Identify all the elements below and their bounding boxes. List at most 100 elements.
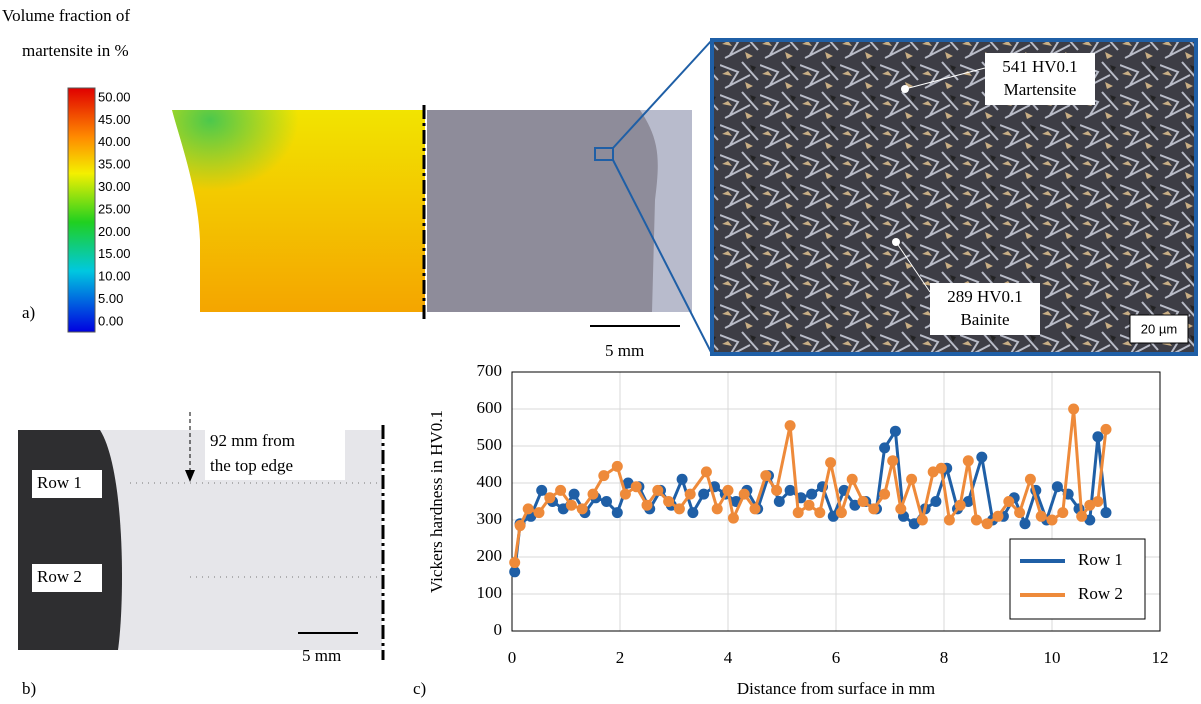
data-point <box>906 474 917 485</box>
data-point <box>879 442 890 453</box>
x-tick-label: 10 <box>1044 648 1061 667</box>
data-point <box>515 520 526 531</box>
colorbar-tick-label: 0.00 <box>98 313 123 328</box>
panel-label: b) <box>22 679 36 698</box>
data-point <box>944 515 955 526</box>
legend-label: Row 1 <box>1078 550 1123 569</box>
data-point <box>936 463 947 474</box>
data-point <box>620 489 631 500</box>
y-axis-label: Vickers hardness in HV0.1 <box>427 410 446 593</box>
data-point <box>1020 518 1031 529</box>
panel-label: a) <box>22 303 35 322</box>
annotation: 289 HV0.1 <box>947 287 1023 306</box>
colorbar-tick-label: 15.00 <box>98 246 131 261</box>
data-point <box>1036 511 1047 522</box>
annotation: Bainite <box>960 310 1009 329</box>
data-point <box>509 557 520 568</box>
data-point <box>1101 507 1112 518</box>
data-point <box>536 485 547 496</box>
data-point <box>1057 507 1068 518</box>
data-point <box>917 515 928 526</box>
data-point <box>836 507 847 518</box>
data-point <box>674 503 685 514</box>
data-point <box>712 503 723 514</box>
colorbar-tick-label: 10.00 <box>98 269 131 284</box>
data-point <box>847 474 858 485</box>
data-point <box>750 503 761 514</box>
x-tick-label: 8 <box>940 648 949 667</box>
simulation-map <box>172 110 425 312</box>
y-tick-label: 500 <box>477 435 503 454</box>
data-point <box>612 507 623 518</box>
row-label: Row 2 <box>37 567 82 586</box>
colorbar-tick-label: 30.00 <box>98 179 131 194</box>
colorbar-tick-label: 45.00 <box>98 112 131 127</box>
y-tick-label: 300 <box>477 509 503 528</box>
data-point <box>1076 511 1087 522</box>
data-point <box>930 496 941 507</box>
scale-label: 20 µm <box>1141 321 1177 336</box>
scale-label: 5 mm <box>302 646 341 665</box>
data-point <box>760 470 771 481</box>
data-point <box>993 511 1004 522</box>
data-point <box>804 500 815 511</box>
x-axis-label: Distance from surface in mm <box>737 679 935 698</box>
y-tick-label: 700 <box>477 361 503 380</box>
data-point <box>1003 496 1014 507</box>
data-point <box>771 485 782 496</box>
data-point <box>677 474 688 485</box>
colorbar-tick-label: 35.00 <box>98 157 131 172</box>
colorbar <box>68 88 95 332</box>
y-tick-label: 200 <box>477 546 503 565</box>
data-point <box>785 485 796 496</box>
scale-label: 5 mm <box>605 341 644 360</box>
y-tick-label: 400 <box>477 472 503 491</box>
data-point <box>577 503 588 514</box>
colorbar-title: Volume fraction of <box>2 6 130 25</box>
data-point <box>1101 424 1112 435</box>
data-point <box>652 485 663 496</box>
data-point <box>1052 481 1063 492</box>
colorbar-title: martensite in % <box>22 41 129 60</box>
data-point <box>879 489 890 500</box>
data-point <box>701 466 712 477</box>
data-point <box>723 485 734 496</box>
data-point <box>868 503 879 514</box>
data-point <box>534 507 545 518</box>
data-point <box>569 489 580 500</box>
colorbar-tick-label: 50.00 <box>98 89 131 104</box>
data-point <box>1014 507 1025 518</box>
y-tick-label: 600 <box>477 398 503 417</box>
data-point <box>890 426 901 437</box>
data-point <box>976 452 987 463</box>
colorbar-tick-label: 20.00 <box>98 224 131 239</box>
data-point <box>793 507 804 518</box>
data-point <box>687 507 698 518</box>
x-tick-label: 12 <box>1152 648 1169 667</box>
data-point <box>955 500 966 511</box>
data-point <box>642 500 653 511</box>
figure: Volume fraction of martensite in % a) 5 … <box>0 0 1201 704</box>
data-point <box>555 485 566 496</box>
data-point <box>588 489 599 500</box>
data-point <box>739 489 750 500</box>
x-tick-label: 6 <box>832 648 841 667</box>
annotation: 541 HV0.1 <box>1002 57 1078 76</box>
data-point <box>1047 515 1058 526</box>
data-point <box>544 492 555 503</box>
annotation: Martensite <box>1004 80 1077 99</box>
annotation: the top edge <box>210 456 293 475</box>
data-point <box>858 496 869 507</box>
data-point <box>785 420 796 431</box>
x-tick-label: 2 <box>616 648 625 667</box>
data-point <box>1025 474 1036 485</box>
data-point <box>887 455 898 466</box>
annotation: 92 mm from <box>210 431 295 450</box>
x-tick-label: 4 <box>724 648 733 667</box>
data-point <box>963 455 974 466</box>
data-point <box>982 518 993 529</box>
data-point <box>1068 404 1079 415</box>
panel-label: c) <box>413 679 426 698</box>
data-point <box>728 513 739 524</box>
data-point <box>825 457 836 468</box>
